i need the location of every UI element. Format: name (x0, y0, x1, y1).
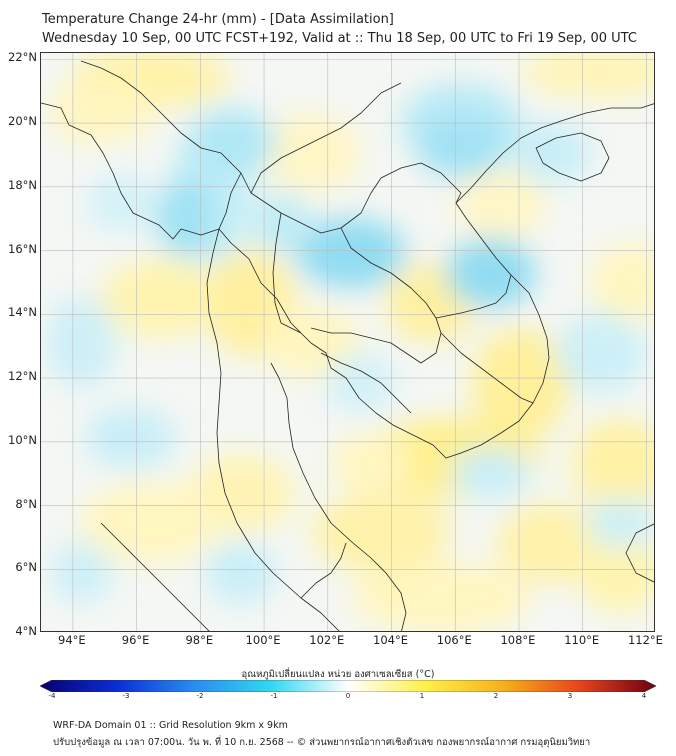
colorbar-tick-label: 0 (345, 692, 351, 700)
lat-label: 20°N (8, 114, 37, 129)
lon-label: 96°E (121, 633, 150, 647)
lat-label: 14°N (8, 305, 37, 320)
footer-model-info: WRF-DA Domain 01 :: Grid Resolution 9km … (53, 720, 288, 731)
colorbar-tick-label: -1 (270, 692, 278, 700)
map-title: Temperature Change 24-hr (mm) - [Data As… (42, 12, 394, 27)
colorbar-tick-label: 2 (493, 692, 499, 700)
lon-label: 104°E (373, 633, 408, 647)
lon-label: 102°E (309, 633, 345, 647)
colorbar-tick-label: -3 (122, 692, 130, 700)
lat-label: 10°N (8, 432, 37, 447)
lat-lon-grid (41, 53, 654, 631)
colorbar-tick-label: 1 (419, 692, 425, 700)
lon-label: 110°E (564, 633, 600, 647)
lat-label: 12°N (8, 369, 37, 384)
lat-label: 4°N (15, 624, 37, 638)
lat-label: 8°N (15, 496, 37, 511)
colorbar-title: อุณหภูมิเปลี่ยนแปลง หน่วย องศาเซลเซียส (… (241, 669, 435, 680)
lat-label: 6°N (15, 560, 37, 575)
lon-label: 112°E (627, 633, 663, 647)
lat-label: 22°N (8, 50, 37, 65)
map-subtitle: Wednesday 10 Sep, 00 UTC FCST+192, Valid… (42, 31, 637, 46)
colorbar-tick-label: -4 (48, 692, 56, 700)
lon-label: 106°E (436, 633, 472, 647)
colorbar-tick-label: 3 (567, 692, 573, 700)
lon-label: 100°E (245, 633, 281, 647)
lon-label: 94°E (58, 633, 86, 647)
lat-label: 18°N (8, 177, 37, 192)
temperature-map (41, 53, 654, 631)
map-panel[interactable] (40, 52, 655, 632)
footer-credit: ปรับปรุงข้อมูล ณ เวลา 07:00น. วัน พ. ที่… (53, 737, 591, 748)
coastlines-and-borders (41, 60, 654, 631)
lon-label: 98°E (185, 633, 214, 647)
colorbar (40, 680, 656, 692)
colorbar-tick-label: 4 (641, 692, 647, 700)
lon-label: 108°E (500, 633, 536, 647)
colorbar-tick-label: -2 (196, 692, 204, 700)
lat-label: 16°N (8, 241, 37, 256)
